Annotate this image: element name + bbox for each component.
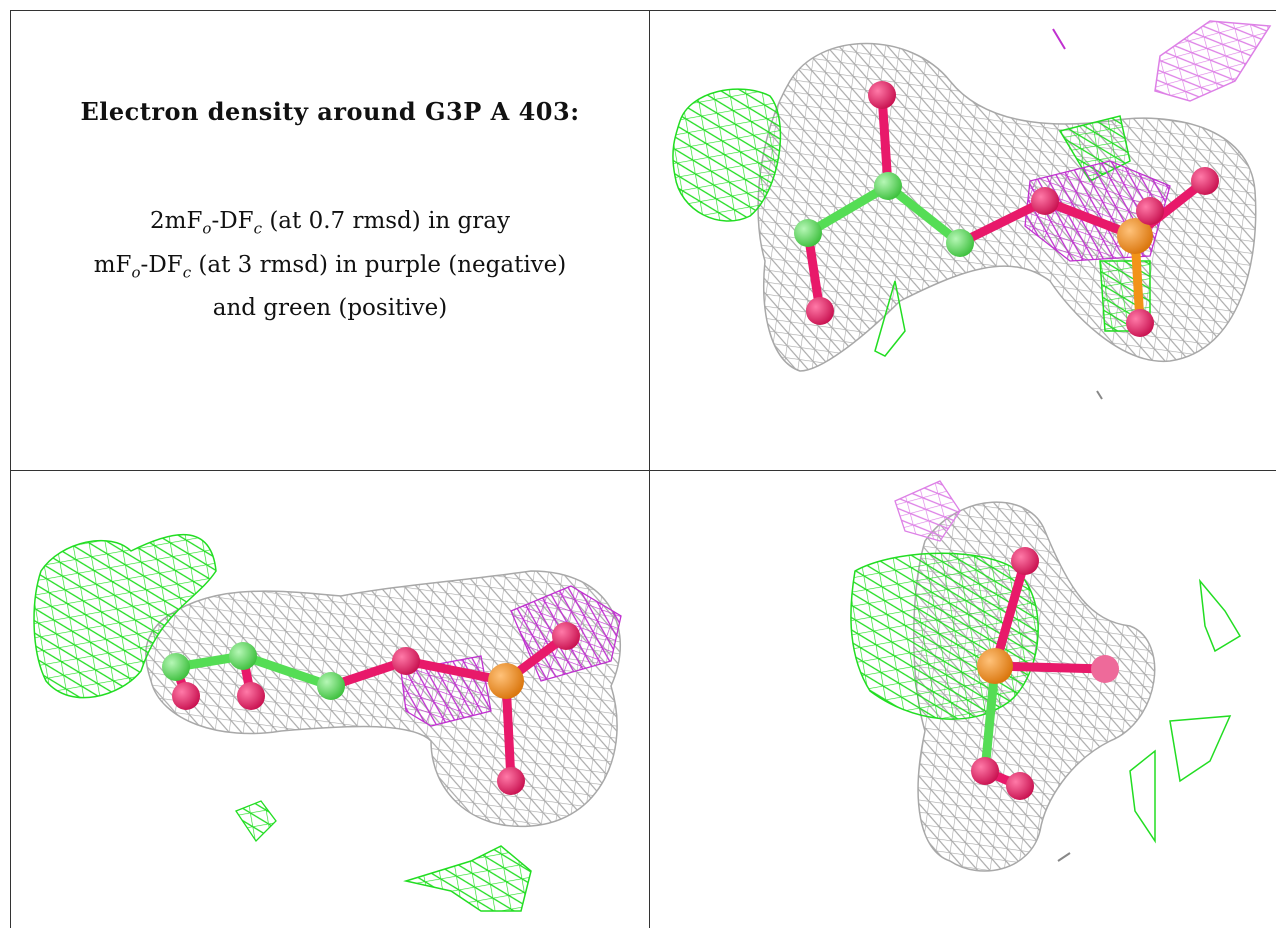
view-3-render — [850, 480, 1242, 872]
legend-line-2fo-sub-o: o — [202, 219, 212, 238]
legend-line-fo-mid: -DF — [140, 251, 183, 278]
legend-line-2fo-suffix: (at 0.7 rmsd) in gray — [262, 208, 510, 234]
map-legend: 2mFo-DFc (at 0.7 rmsd) in gray mFo-DFc (… — [11, 203, 649, 326]
legend-line-2fo-prefix: 2mF — [150, 208, 203, 234]
vertical-divider — [649, 10, 650, 928]
legend-line-fo-prefix: mF — [93, 251, 132, 278]
legend-line-fo: mFo-DFc (at 3 rmsd) in purple (negative) — [11, 247, 649, 291]
density-view-top-right — [650, 11, 1276, 470]
legend-line-2fo-sub-c: c — [253, 219, 263, 238]
legend-line-green: and green (positive) — [212, 295, 448, 322]
legend-line-2fo-mid: -DF — [211, 208, 254, 234]
legend-line-fo-suffix: (at 3 rmsd) in purple (negative) — [191, 251, 567, 278]
density-view-bottom-left — [11, 471, 649, 928]
legend-line-fo-sub-o: o — [131, 263, 141, 282]
legend-line-fo-sub-c: c — [182, 263, 192, 282]
figure-title: Electron density around G3P A 403: — [80, 97, 580, 126]
view-1-render — [672, 20, 1272, 400]
figure-frame — [10, 10, 1276, 928]
legend-line-2fo: 2mFo-DFc (at 0.7 rmsd) in gray — [11, 203, 649, 247]
view-2-render — [33, 534, 622, 912]
horizontal-divider — [10, 470, 1276, 471]
caption-panel: Electron density around G3P A 403: 2mFo-… — [11, 11, 649, 470]
density-view-bottom-right — [650, 471, 1276, 928]
